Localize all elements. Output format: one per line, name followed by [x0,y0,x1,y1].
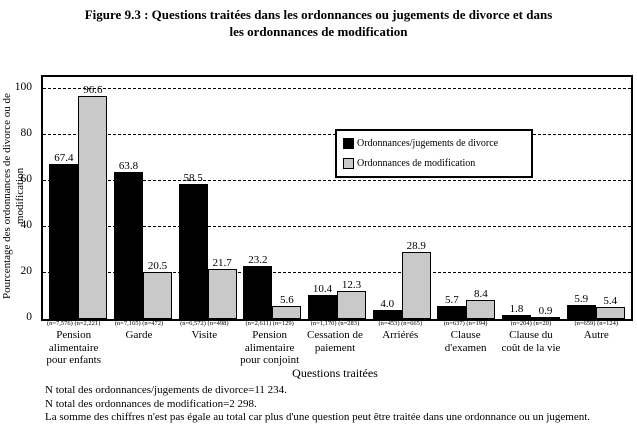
footnote-line: N total des ordonnances de modification=… [45,397,257,410]
legend-swatch [343,158,354,169]
bar-value-label: 21.7 [212,257,232,269]
category-label: Autre [583,329,609,341]
footnote-line: N total des ordonnances/jugements de div… [45,384,287,396]
bar-value-label: 20.5 [147,259,168,272]
bar-modification: 5.4 [595,295,625,319]
gridline-20 [43,271,631,273]
bar-modification: 8.4 [466,288,496,319]
bar-divorce: 5.9 [566,293,596,319]
gridline-100 [43,87,631,89]
category-label: Clause du coût de la vie [501,329,561,354]
bar-value-label: 5.6 [279,294,294,307]
bar-divorce: 23.2 [243,254,273,319]
n-label: (n=637) (n=194) [443,320,488,327]
bar-divorce: 63.8 [114,160,143,319]
bar-modification: 20.5 [143,260,172,319]
bar-groups: 67.4 96.6 63.8 20.5 58.5 21.7 23.2 5.6 10.4 12.3 4… [43,77,631,319]
bar-divorce: 67.4 [49,152,79,319]
bar-value-label: 5.7 [444,293,459,306]
n-label: (n=7,576) (n=2,221) [46,320,101,327]
legend-entry: Ordonnances/jugements de divorce [343,138,525,149]
bar-value-label: 10.4 [312,283,333,296]
bar-modification: 12.3 [337,279,367,319]
n-label: (n=453) (n=665) [378,320,423,327]
bar-value-label: 23.2 [248,253,268,266]
bar-group: 58.5 21.7 [175,77,240,319]
footnotes: N total des ordonnances/jugements de div… [45,384,590,425]
y-tick-60: 60 [20,172,33,185]
category-label: Garde [125,329,153,341]
category-label: Arriérés [382,329,419,341]
bar-value-label: 67.4 [54,151,74,164]
bar-divorce: 5.7 [437,294,467,319]
bar-group: 5.9 5.4 [563,77,628,319]
figure-title-line2: les ordonnances de modification [229,24,408,39]
plot-area: 67.4 96.6 63.8 20.5 58.5 21.7 23.2 5.6 10.4 12.3 4… [41,75,633,321]
category-labels-row: Pension alimentaire pour enfants Garde Vis… [41,329,629,367]
bar-group: 67.4 96.6 [46,77,111,319]
bar-group: 63.8 20.5 [111,77,176,319]
bar-value-label: 58.5 [183,172,203,185]
y-tick-80: 80 [20,126,33,139]
n-label: (n=2,611) (n=129) [245,320,294,327]
y-axis-tick-labels: 0 20 40 60 80 100 [0,75,37,323]
bar-value-label: 1.8 [509,302,524,315]
category-label: Cessation de paiement [307,329,363,354]
legend-label: Ordonnances de modification [357,158,476,169]
n-label: (n=7,165) (n=472) [114,320,164,327]
gridline-60 [43,179,631,181]
bar-group: 23.2 5.6 [240,77,305,319]
category-label: Pension alimentaire pour conjoint [240,329,300,366]
n-label: (n=204) (n=20) [510,320,552,327]
y-tick-100: 100 [14,80,32,93]
y-tick-40: 40 [20,218,33,231]
bar-value-label: 5.9 [574,293,589,306]
n-label: (n=1,170) (n=283) [310,320,360,327]
bar-modification: 21.7 [207,257,237,319]
n-label: (n=6,572) (n=498) [180,320,229,327]
bar-group: 4.0 28.9 [369,77,434,319]
bar-modification: 28.9 [401,240,431,319]
gridline-40 [43,225,631,227]
footnote-line: La somme des chiffres n'est pas égale au… [45,411,591,423]
bar-value-label: 5.4 [603,294,618,307]
bar-modification: 0.9 [531,305,561,319]
bar-value-label: 0.9 [538,304,553,317]
n-label: (n=659) (n=124) [574,320,619,327]
bar-value-label: 12.3 [341,278,362,291]
bar-value-label: 63.8 [118,159,139,172]
category-label: Pension alimentaire pour enfants [46,329,101,366]
bar-group: 10.4 12.3 [305,77,370,319]
figure-title-line1: Figure 9.3 : Questions traitées dans les… [84,7,553,22]
category-label: Visite [191,329,218,341]
x-axis-title: Questions traitées [292,366,378,380]
bar-value-label: 28.9 [406,240,426,253]
bar-divorce: 58.5 [178,172,208,319]
legend-swatch [343,138,354,149]
bar-modification: 96.6 [78,84,108,319]
figure-title: Figure 9.3 : Questions traitées dans les… [0,6,637,40]
bar-group: 5.7 8.4 [434,77,499,319]
bar-value-label: 8.4 [473,287,488,300]
bar-divorce: 10.4 [308,283,338,319]
legend-entry: Ordonnances de modification [343,158,525,169]
y-tick-20: 20 [20,264,33,277]
bar-modification: 5.6 [272,294,302,319]
legend-label: Ordonnances/jugements de divorce [357,138,499,149]
bar-value-label: 4.0 [380,297,395,310]
y-tick-0: 0 [26,311,32,323]
category-label: Clause d'examen [444,329,487,354]
bar-value-label: 96.6 [83,84,103,97]
bar-divorce: 1.8 [502,303,532,319]
bar-divorce: 4.0 [372,298,402,319]
bar-group: 1.8 0.9 [499,77,564,319]
n-labels-row: (n=7,576) (n=2,221) (n=7,165) (n=472) (n=6… [41,320,629,327]
legend: Ordonnances/jugements de divorce Ordonnan… [335,129,533,178]
